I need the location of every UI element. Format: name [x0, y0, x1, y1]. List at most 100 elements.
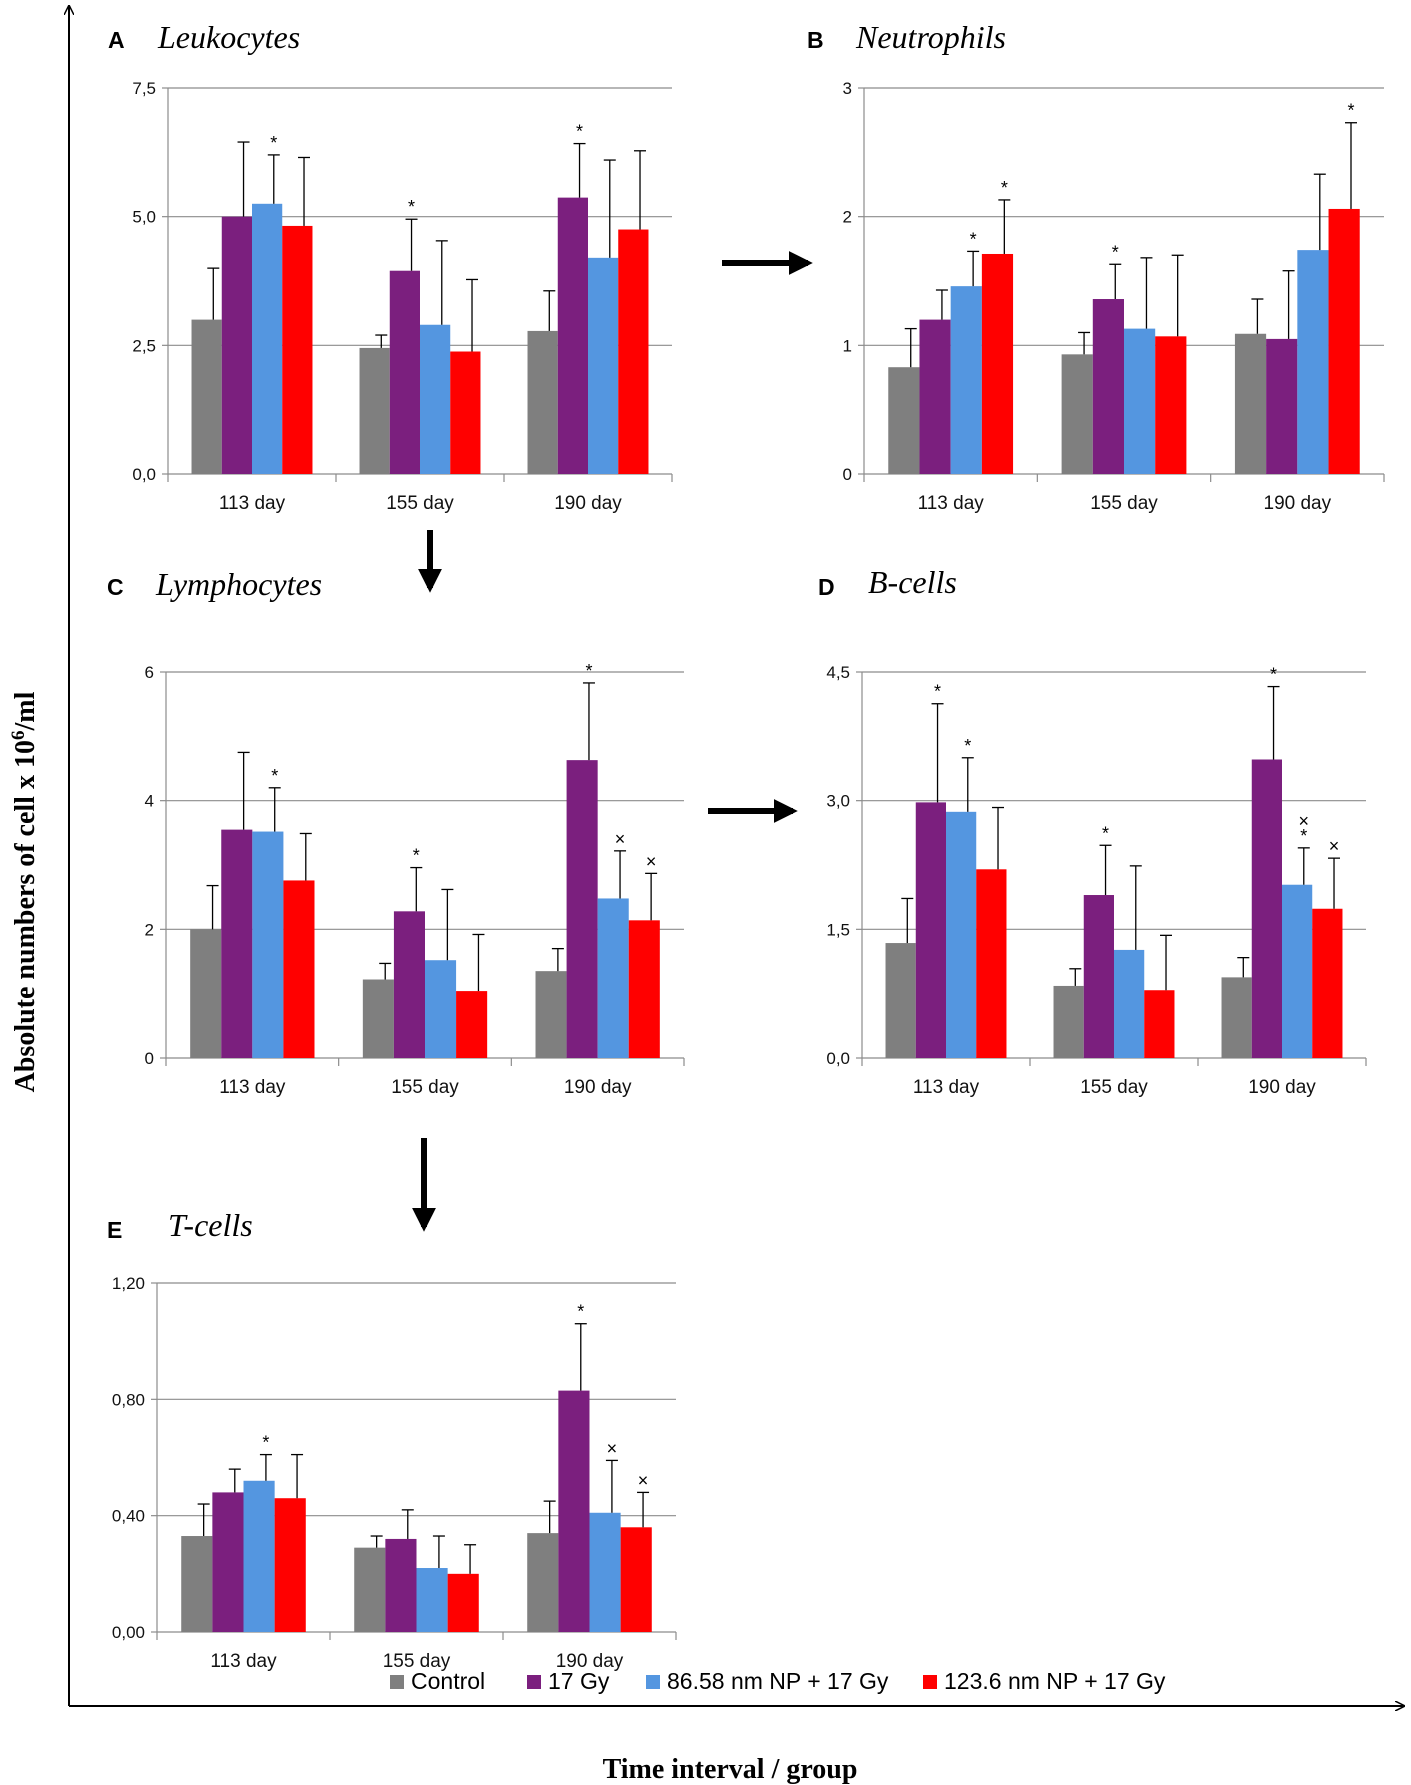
- chart-panels: A Leukocytes 0,0 2,5 5,0 7,5 113 day 155 day 190…: [107, 19, 1385, 1672]
- y-tick-label: 7,5: [132, 79, 156, 98]
- bar: [1155, 336, 1187, 474]
- bar: [535, 971, 567, 1058]
- significance-cross: ×: [615, 829, 626, 849]
- bar: [946, 811, 977, 1058]
- significance-cross: ×: [1329, 836, 1340, 856]
- chart-panel-a: A Leukocytes 0,0 2,5 5,0 7,5 113 day 155 day 190…: [108, 19, 673, 514]
- bar: [385, 1538, 417, 1632]
- significance-asterisk: *: [1270, 665, 1277, 685]
- y-tick-label: 1,5: [826, 920, 850, 939]
- bar: [558, 1390, 590, 1632]
- y-tick-label: 0,0: [132, 465, 156, 484]
- significance-asterisk: *: [1102, 823, 1109, 843]
- bar: [588, 257, 619, 474]
- legend-label: 123.6 nm NP + 17 Gy: [944, 1668, 1166, 1694]
- y-tick-label: 2,5: [132, 336, 156, 355]
- legend: Control 17 Gy 86.58 nm NP + 17 Gy 123.6 nm …: [390, 1668, 1166, 1694]
- significance-cross: ×: [638, 1470, 649, 1490]
- panel-title: B-cells: [868, 564, 957, 600]
- bar: [283, 880, 315, 1058]
- legend-item: 123.6 nm NP + 17 Gy: [923, 1668, 1166, 1694]
- bar: [389, 270, 420, 474]
- bar: [393, 911, 425, 1058]
- panel-title: Neutrophils: [855, 19, 1006, 55]
- significance-asterisk: *: [413, 846, 420, 866]
- y-tick-label: 2: [843, 208, 852, 227]
- significance-asterisk: *: [262, 1433, 269, 1453]
- bar: [1124, 328, 1156, 474]
- legend-swatch: [923, 1675, 937, 1689]
- bar: [282, 225, 313, 474]
- bar: [447, 1573, 479, 1632]
- significance-asterisk: *: [1001, 178, 1008, 198]
- bar: [456, 991, 488, 1058]
- bar: [915, 802, 946, 1058]
- x-tick-label: 190 day: [1248, 1077, 1316, 1098]
- bar: [981, 253, 1014, 474]
- panel-letter: E: [107, 1217, 122, 1243]
- bar: [359, 347, 390, 474]
- bar: [252, 831, 284, 1058]
- chart-panel-c: C Lymphocytes 0 2 4 6 113 day 155 day 190 day * * *…: [107, 566, 685, 1098]
- x-tick-label: 155 day: [383, 1651, 451, 1672]
- y-tick-label: 4: [145, 792, 154, 811]
- bar: [950, 286, 982, 474]
- significance-cross: ×: [646, 851, 657, 871]
- chart-panel-b: B Neutrophils 0 1 2 3 113 day 155 day 190 day * * *…: [807, 19, 1385, 514]
- bar: [885, 943, 916, 1058]
- x-tick-label: 155 day: [1080, 1077, 1148, 1098]
- y-tick-label: 0,40: [112, 1507, 145, 1526]
- significance-asterisk: *: [408, 197, 415, 217]
- bar: [1328, 208, 1360, 475]
- significance-cross: ×: [607, 1438, 618, 1458]
- y-tick-label: 0: [843, 465, 852, 484]
- bar: [919, 319, 951, 474]
- bar: [274, 1498, 306, 1632]
- x-tick-label: 190 day: [1264, 493, 1332, 514]
- bar: [566, 760, 598, 1058]
- x-tick-label: 155 day: [391, 1077, 459, 1098]
- legend-swatch: [527, 1675, 541, 1689]
- figure-x-axis-title: Time interval / group: [603, 1754, 858, 1785]
- bar: [450, 351, 481, 474]
- bar: [362, 979, 394, 1058]
- bar: [416, 1568, 448, 1632]
- significance-asterisk: *: [934, 682, 941, 702]
- significance-asterisk: *: [576, 122, 583, 142]
- legend-item: 17 Gy: [527, 1668, 610, 1694]
- bar: [628, 920, 660, 1058]
- bar: [420, 324, 451, 474]
- bar: [1297, 250, 1329, 474]
- bar: [620, 1527, 652, 1632]
- legend-swatch: [390, 1675, 404, 1689]
- bar: [1251, 759, 1282, 1058]
- bar: [1114, 949, 1145, 1058]
- y-tick-label: 2: [145, 920, 154, 939]
- bar: [1266, 338, 1298, 474]
- bar: [1083, 895, 1114, 1058]
- y-tick-label: 0: [145, 1049, 154, 1068]
- bar: [190, 929, 222, 1058]
- y-tick-label: 5,0: [132, 208, 156, 227]
- x-tick-label: 113 day: [219, 493, 286, 514]
- bar: [618, 229, 649, 474]
- bar: [221, 216, 252, 474]
- y-tick-label: 0,80: [112, 1390, 145, 1409]
- legend-label: 17 Gy: [548, 1668, 610, 1694]
- x-tick-label: 155 day: [1090, 493, 1158, 514]
- y-tick-label: 1,20: [112, 1274, 145, 1293]
- bar: [1282, 884, 1313, 1058]
- significance-asterisk: *: [1112, 242, 1119, 262]
- significance-asterisk: *: [271, 766, 278, 786]
- bar: [976, 869, 1007, 1058]
- x-tick-label: 113 day: [210, 1651, 277, 1672]
- legend-item: 86.58 nm NP + 17 Gy: [646, 1668, 889, 1694]
- legend-swatch: [646, 1675, 660, 1689]
- y-tick-label: 3: [843, 79, 852, 98]
- bar: [252, 203, 283, 475]
- figure-y-axis-title: Absolute numbers of cell x 106/ml: [8, 691, 41, 1092]
- bar: [527, 330, 558, 474]
- bar: [181, 1536, 213, 1632]
- legend-label: 86.58 nm NP + 17 Gy: [667, 1668, 889, 1694]
